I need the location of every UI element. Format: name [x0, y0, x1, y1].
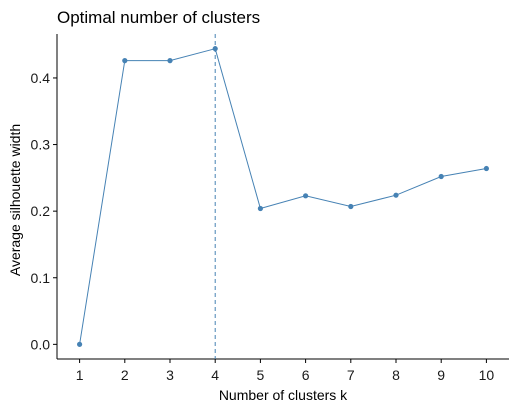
- x-tick-label: 6: [302, 367, 310, 383]
- x-tick-label: 10: [479, 367, 495, 383]
- data-point: [483, 165, 489, 172]
- x-tick-label: 3: [166, 367, 174, 383]
- data-point: [212, 46, 218, 52]
- data-point: [122, 58, 128, 64]
- data-point: [438, 173, 444, 180]
- x-tick-label: 7: [347, 367, 355, 383]
- y-tick-label: 0.4: [31, 70, 51, 86]
- x-tick-label: 8: [392, 367, 400, 383]
- x-tick-label: 4: [211, 367, 219, 383]
- x-axis-title: Number of clusters k: [219, 387, 348, 403]
- series-line: [79, 48, 487, 345]
- data-point: [77, 341, 83, 347]
- y-tick-label: 0.3: [31, 137, 51, 153]
- y-tick-label: 0.0: [31, 336, 51, 352]
- x-tick-label: 1: [76, 367, 84, 383]
- chart-title: Optimal number of clusters: [57, 8, 260, 27]
- data-point: [167, 58, 173, 64]
- x-tick-label: 9: [437, 367, 445, 383]
- x-tick-label: 5: [257, 367, 265, 383]
- data-point: [393, 192, 399, 198]
- data-point: [303, 193, 309, 199]
- data-point: [257, 205, 263, 212]
- plot-area: 0.0 0.1 0.2 0.3 0.4 1 2 3 4 5 6 7 8 9 10: [31, 34, 509, 383]
- y-tick-label: 0.2: [31, 203, 51, 219]
- y-axis-title: Average silhouette width: [7, 124, 23, 276]
- y-tick-label: 0.1: [31, 270, 51, 286]
- x-tick-label: 2: [121, 367, 129, 383]
- data-point: [348, 203, 354, 210]
